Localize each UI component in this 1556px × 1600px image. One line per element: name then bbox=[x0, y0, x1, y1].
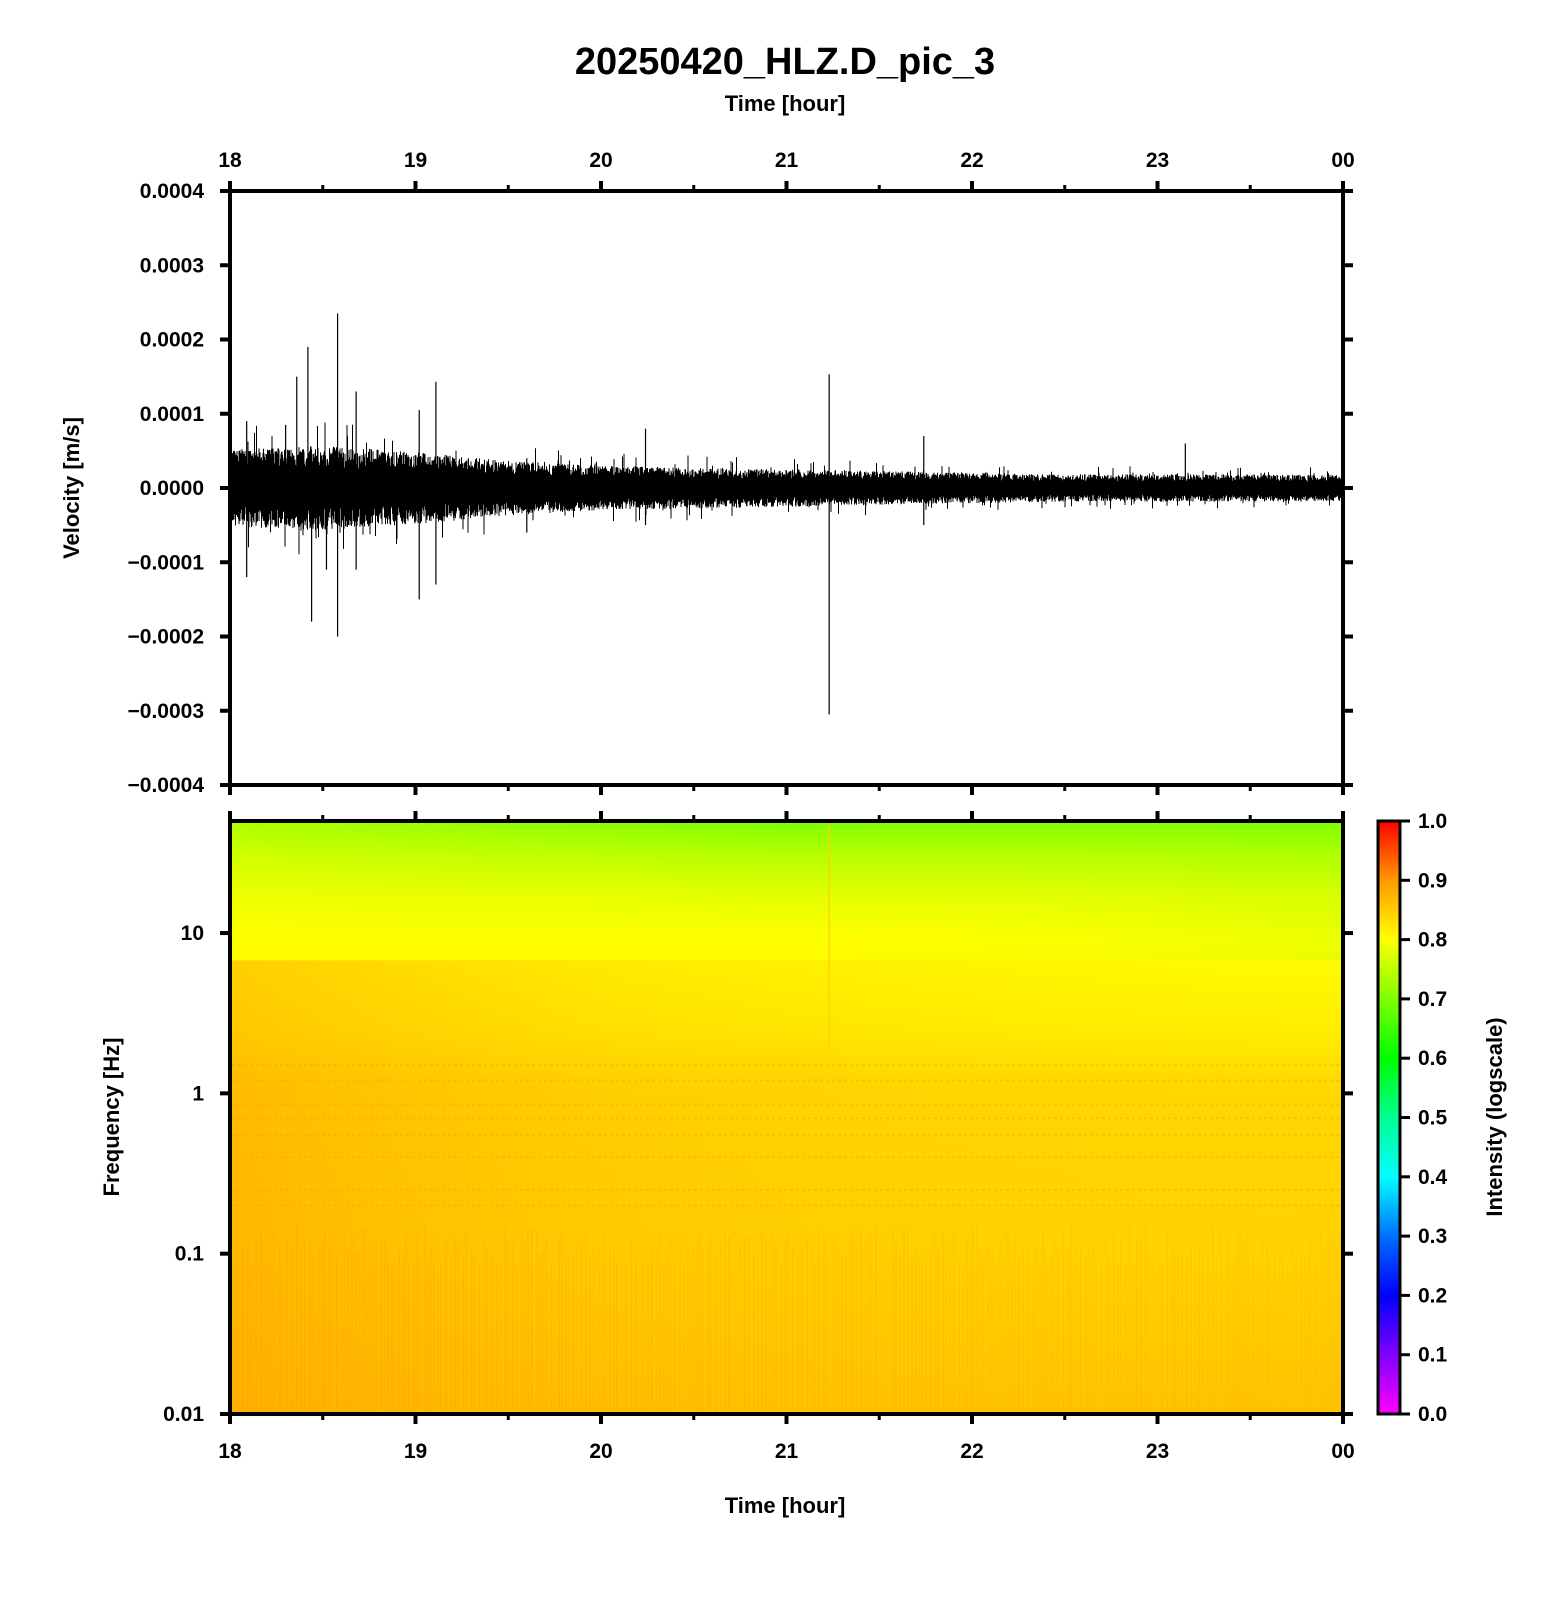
spectrogram-y-tick-label: 0.01 bbox=[163, 1403, 204, 1426]
waveform-x-tick-label: 19 bbox=[404, 149, 427, 172]
waveform-x-tick-label: 18 bbox=[218, 149, 242, 172]
waveform-y-tick-label: −0.0001 bbox=[128, 551, 205, 574]
colorbar-label: Intensity (logscale) bbox=[1482, 1017, 1507, 1216]
colorbar-tick-label: 1.0 bbox=[1418, 810, 1447, 833]
waveform-y-tick-label: 0.0001 bbox=[140, 403, 205, 426]
spectrogram-x-tick-label: 19 bbox=[404, 1440, 427, 1463]
waveform-y-tick-label: 0.0000 bbox=[140, 477, 204, 500]
colorbar-tick-label: 0.6 bbox=[1418, 1047, 1447, 1070]
waveform-x-tick-label: 22 bbox=[960, 149, 983, 172]
colorbar-tick-label: 0.5 bbox=[1418, 1107, 1448, 1130]
top-x-axis-label: Time [hour] bbox=[725, 91, 846, 116]
spectrogram-x-tick-label: 00 bbox=[1331, 1440, 1354, 1463]
waveform-y-axis-label: Velocity [m/s] bbox=[59, 417, 84, 559]
colorbar: 1.0 0.9 0.8 0.7 0.6 0.5 0.4 0.3 0.2 0.1 0.0 Intens… bbox=[1376, 810, 1507, 1426]
colorbar-tick-label: 0.2 bbox=[1418, 1284, 1447, 1307]
spectrogram-x-tick-label: 21 bbox=[775, 1440, 799, 1463]
spectrogram-texture bbox=[231, 823, 1341, 1412]
colorbar-tick-label: 0.4 bbox=[1418, 1166, 1448, 1189]
spectrogram-x-tick-label: 23 bbox=[1146, 1440, 1169, 1463]
waveform-y-tick-label: −0.0002 bbox=[128, 626, 205, 649]
spectrogram-y-tick-label: 1 bbox=[192, 1082, 204, 1105]
waveform-x-tick-label: 21 bbox=[775, 149, 799, 172]
spectrogram-plot-frame bbox=[228, 819, 1345, 1416]
colorbar-ticks: 1.0 0.9 0.8 0.7 0.6 0.5 0.4 0.3 0.2 0.1 0.0 bbox=[1400, 810, 1448, 1426]
waveform-x-tick-label: 23 bbox=[1146, 149, 1169, 172]
spectrogram-x-tick-label: 20 bbox=[589, 1440, 612, 1463]
waveform-y-tick-label: −0.0003 bbox=[128, 700, 205, 723]
colorbar-tick-label: 0.8 bbox=[1418, 929, 1448, 952]
waveform-x-tick-label: 20 bbox=[589, 149, 612, 172]
spectrogram-x-tick-label: 18 bbox=[218, 1440, 242, 1463]
colorbar-tick-label: 0.1 bbox=[1418, 1344, 1448, 1367]
waveform-spikes bbox=[246, 313, 1186, 715]
colorbar-tick-label: 0.3 bbox=[1418, 1225, 1447, 1248]
waveform-x-tick-label: 00 bbox=[1331, 149, 1354, 172]
waveform-plot-frame bbox=[228, 189, 1345, 787]
waveform-noise-band bbox=[230, 422, 1342, 555]
spectrogram-panel: 18 19 20 21 22 23 00 10 1 0.1 0.01 Frequency [Hz]… bbox=[99, 811, 1355, 1518]
spectrogram-top-tint bbox=[230, 821, 1343, 961]
waveform-y-tick-label: −0.0004 bbox=[128, 774, 205, 797]
colorbar-gradient bbox=[1376, 819, 1402, 1416]
waveform-y-tick-label: 0.0003 bbox=[140, 254, 204, 277]
spectrogram-x-tick-label: 22 bbox=[960, 1440, 983, 1463]
waveform-y-tick-label: 0.0002 bbox=[140, 329, 204, 352]
waveform-panel: 18 19 20 21 22 23 00 0.0004 0.0003 0.0002 0.0001 0… bbox=[59, 149, 1355, 797]
waveform-y-tick-label: 0.0004 bbox=[140, 180, 205, 203]
colorbar-tick-label: 0.9 bbox=[1418, 869, 1447, 892]
spectrogram-early-warm-band bbox=[230, 960, 1343, 1414]
spectrogram-y-axis-label: Frequency [Hz] bbox=[99, 1038, 124, 1197]
spectrogram-x-axis-label: Time [hour] bbox=[725, 1493, 846, 1518]
spectrogram-y-tick-label: 0.1 bbox=[175, 1243, 205, 1266]
figure-title: 20250420_HLZ.D_pic_3 bbox=[575, 41, 995, 83]
spectrogram-y-tick-label: 10 bbox=[181, 922, 204, 945]
colorbar-tick-label: 0.7 bbox=[1418, 988, 1447, 1011]
colorbar-tick-label: 0.0 bbox=[1418, 1403, 1447, 1426]
